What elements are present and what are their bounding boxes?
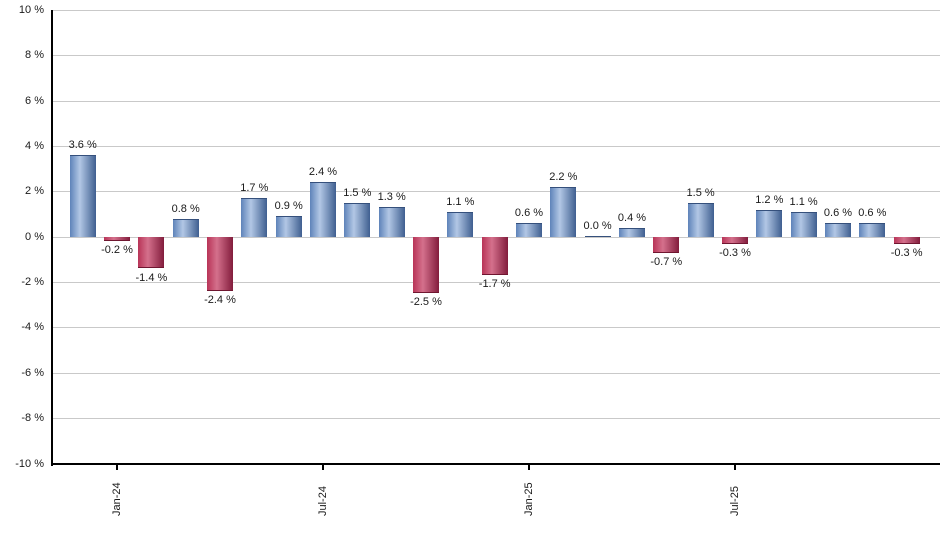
gridline: [52, 191, 940, 193]
bar-value-label: 0.0 %: [583, 219, 612, 232]
y-axis-tick-label: -4 %: [21, 321, 44, 334]
bar-value-label: 1.5 %: [686, 186, 715, 199]
bar-value-label: 1.1 %: [446, 195, 475, 208]
bar-value-label: 0.8 %: [171, 202, 200, 215]
y-axis-tick-label: -6 %: [21, 366, 44, 379]
bar-value-label: 0.4 %: [617, 211, 647, 224]
bar-value-label: 2.4 %: [308, 166, 338, 179]
bar-value-label: 1.7 %: [240, 182, 269, 195]
bar-negative: [653, 236, 680, 253]
bar-negative: [722, 236, 748, 244]
bar-negative: [481, 236, 508, 276]
bar-value-label: 1.3 %: [377, 191, 406, 204]
bar-positive: [447, 211, 474, 237]
bar-positive: [310, 182, 336, 237]
x-axis-tick: [116, 464, 118, 470]
bar-value-label: 0.6 %: [514, 207, 544, 220]
bar-value-label: 3.6 %: [68, 139, 97, 152]
bar-value-label: -2.5 %: [410, 296, 442, 309]
bar-value-label: -0.2 %: [101, 244, 133, 257]
y-axis-tick-label: 6 %: [25, 94, 44, 107]
bar-value-label: 1.2 %: [755, 193, 784, 206]
bar-positive: [550, 186, 577, 237]
bar-positive: [619, 227, 645, 237]
x-axis-tick-label: Jan-24: [111, 482, 123, 516]
bar-negative: [207, 236, 233, 292]
bar-positive: [378, 207, 405, 237]
bar-value-label: -0.3 %: [890, 246, 923, 259]
y-axis-tick-label: 2 %: [25, 185, 44, 198]
bar-positive: [344, 202, 371, 237]
gridline: [52, 372, 940, 374]
gridline: [52, 100, 940, 102]
y-axis-tick-label: -10 %: [15, 457, 44, 470]
gridline: [52, 327, 940, 329]
bar-negative: [893, 236, 920, 244]
bar-positive: [584, 235, 611, 237]
gridline: [52, 10, 940, 11]
x-axis-tick-label: Jan-25: [523, 482, 535, 516]
y-axis-line: [51, 10, 53, 466]
bar-positive: [172, 218, 199, 237]
y-axis-tick-label: -8 %: [21, 412, 44, 425]
y-axis-tick-label: 8 %: [25, 49, 44, 62]
bar-positive: [69, 155, 96, 237]
gridline: [52, 282, 940, 284]
bar-value-label: -0.3 %: [719, 246, 751, 259]
bar-value-label: 0.9 %: [274, 200, 303, 213]
bar-value-label: 2.2 %: [549, 170, 578, 183]
gridline: [52, 55, 940, 57]
bar-value-label: -2.4 %: [204, 294, 236, 307]
x-axis-tick-label: Jul-24: [317, 486, 329, 516]
bar-value-label: 1.5 %: [343, 186, 372, 199]
bar-positive: [859, 223, 886, 237]
bar-negative: [413, 236, 439, 294]
bar-positive: [687, 202, 714, 237]
y-axis-tick-label: 10 %: [18, 4, 44, 16]
y-axis-tick-label: 4 %: [25, 140, 44, 153]
bar-positive: [756, 209, 783, 237]
y-axis-tick-label: -2 %: [21, 276, 44, 289]
bar-positive: [241, 198, 268, 237]
bar-value-label: 0.6 %: [823, 207, 853, 220]
bar-negative: [104, 236, 130, 242]
x-axis-tick: [734, 464, 736, 470]
bar-value-label: -1.4 %: [135, 271, 168, 284]
bar-positive: [790, 211, 817, 237]
bar-positive: [275, 216, 302, 237]
gridline: [52, 418, 940, 420]
bar-positive: [516, 223, 542, 237]
bar-value-label: 0.6 %: [858, 207, 887, 220]
x-axis-tick: [528, 464, 530, 470]
bar-value-label: -0.7 %: [650, 255, 683, 268]
x-axis-line: [51, 462, 940, 465]
x-axis-tick-label: Jul-25: [729, 486, 741, 516]
gridline: [52, 146, 940, 148]
bar-negative: [138, 236, 165, 269]
y-axis-tick-label: 0 %: [25, 230, 44, 243]
bar-value-label: -1.7 %: [478, 278, 511, 291]
bar-value-label: 1.1 %: [789, 195, 818, 208]
x-axis-tick: [322, 464, 324, 470]
bar-positive: [825, 223, 851, 237]
